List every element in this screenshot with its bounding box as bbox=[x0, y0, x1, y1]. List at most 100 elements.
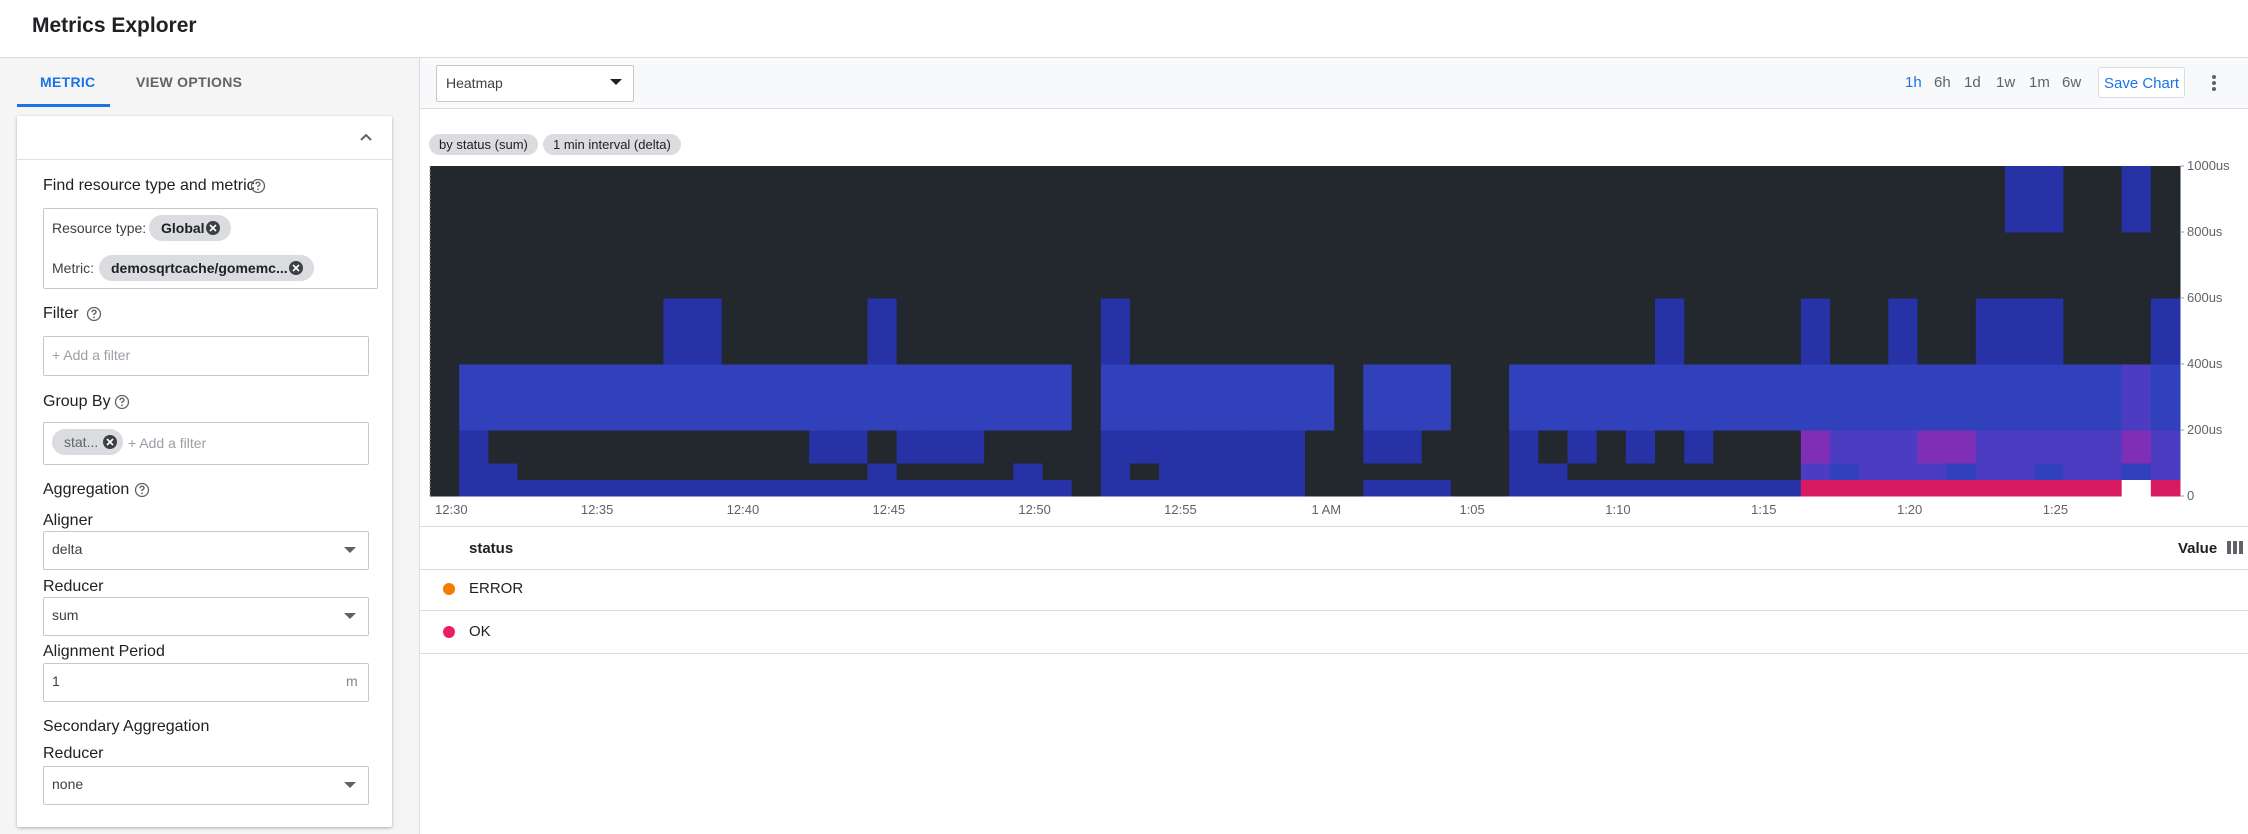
heatmap-cell bbox=[1859, 364, 1889, 431]
heatmap-cell bbox=[1421, 430, 1452, 464]
range-button[interactable]: 6w bbox=[2062, 74, 2082, 91]
heatmap-cell bbox=[1013, 298, 1043, 365]
heatmap-cell bbox=[1305, 364, 1335, 431]
heatmap-cell bbox=[1042, 364, 1073, 431]
heatmap-cell bbox=[1159, 232, 1189, 299]
heatmap-cell bbox=[1480, 298, 1510, 365]
chart-type-select[interactable] bbox=[436, 65, 634, 102]
legend-dot bbox=[443, 583, 455, 595]
heatmap-cell bbox=[605, 232, 635, 299]
heatmap-cell bbox=[1071, 364, 1102, 431]
more-menu[interactable] bbox=[2208, 72, 2220, 94]
tab[interactable]: METRIC bbox=[40, 74, 96, 90]
heatmap-cell bbox=[1421, 479, 1452, 497]
heatmap-cell bbox=[1217, 463, 1248, 480]
heatmap-cell bbox=[1450, 364, 1481, 431]
heatmap-cell bbox=[2150, 232, 2181, 299]
heatmap-cell bbox=[750, 298, 781, 365]
save-button[interactable]: Save Chart bbox=[2098, 67, 2185, 98]
heatmap-cell bbox=[838, 298, 868, 365]
range-button[interactable]: 1w bbox=[1996, 74, 2016, 91]
chip-remove[interactable] bbox=[102, 434, 118, 450]
range-button[interactable]: 6h bbox=[1934, 74, 1951, 91]
heatmap-cell bbox=[2092, 166, 2123, 233]
heatmap-cell bbox=[1392, 430, 1423, 464]
column-header: Value bbox=[2178, 540, 2218, 557]
heatmap-cell bbox=[809, 166, 839, 233]
aligner-select[interactable] bbox=[43, 531, 369, 570]
heatmap-cell bbox=[2034, 430, 2064, 464]
reducer-select[interactable] bbox=[43, 597, 369, 636]
heatmap-cell bbox=[1684, 479, 1714, 497]
help-icon[interactable] bbox=[250, 178, 266, 194]
heatmap-cell bbox=[1042, 479, 1073, 497]
collapse-icon[interactable] bbox=[358, 131, 374, 143]
heatmap-cell bbox=[2063, 364, 2093, 431]
help-icon[interactable] bbox=[86, 306, 102, 322]
range-button[interactable]: 1h bbox=[1905, 74, 1922, 91]
heatmap-cell bbox=[1567, 430, 1598, 464]
heatmap-cell bbox=[1800, 166, 1831, 233]
heatmap-cell bbox=[1042, 298, 1073, 365]
heatmap-cell bbox=[488, 298, 518, 365]
heatmap-cell bbox=[838, 479, 868, 497]
heatmap-cell bbox=[575, 166, 606, 233]
heatmap-cell bbox=[575, 463, 606, 480]
heatmap-cell bbox=[1246, 364, 1277, 431]
heatmap-cell bbox=[1159, 430, 1189, 464]
label: Metric: bbox=[52, 260, 94, 276]
help-icon[interactable] bbox=[134, 482, 150, 498]
chip[interactable]: Global bbox=[149, 215, 231, 241]
heatmap-cell bbox=[2092, 232, 2123, 299]
heatmap-cell bbox=[430, 463, 460, 480]
heatmap-cell bbox=[955, 479, 985, 497]
secondary-reducer-select[interactable] bbox=[43, 766, 369, 805]
heatmap-cell bbox=[517, 232, 548, 299]
tab[interactable]: VIEW OPTIONS bbox=[136, 74, 243, 90]
heatmap-cell bbox=[1334, 166, 1364, 233]
heatmap-cell bbox=[1684, 232, 1714, 299]
columns-icon[interactable] bbox=[2226, 540, 2244, 555]
heatmap-cell bbox=[517, 430, 548, 464]
heatmap-cell bbox=[1013, 232, 1043, 299]
heatmap-cell bbox=[838, 430, 868, 464]
heatmap-cell bbox=[1625, 298, 1656, 365]
heatmap-cell bbox=[692, 479, 723, 497]
chip-remove[interactable] bbox=[205, 220, 221, 236]
heatmap-cell bbox=[1450, 463, 1481, 480]
heatmap-cell bbox=[1800, 298, 1831, 365]
x-tick-label: 1:25 bbox=[2043, 502, 2068, 517]
chip[interactable]: demosqrtcache/gomemc... bbox=[99, 255, 314, 281]
range-button[interactable]: 1m bbox=[2029, 74, 2050, 91]
heatmap-cell bbox=[1217, 430, 1248, 464]
heatmap-cell bbox=[1713, 298, 1743, 365]
heatmap-cell bbox=[867, 166, 898, 233]
heatmap-cell bbox=[1771, 166, 1802, 233]
heatmap-cell bbox=[430, 232, 460, 299]
heatmap-cell bbox=[1946, 430, 1977, 464]
heatmap-cell bbox=[955, 430, 985, 464]
heatmap-cell bbox=[1509, 463, 1539, 480]
heatmap-cell bbox=[1946, 364, 1977, 431]
legend-dot bbox=[443, 626, 455, 638]
chip-remove[interactable] bbox=[288, 260, 304, 276]
divider bbox=[420, 569, 2248, 570]
heatmap-cell bbox=[1917, 232, 1948, 299]
heatmap-cell bbox=[1742, 232, 1773, 299]
alignment-input[interactable] bbox=[43, 663, 369, 702]
heatmap-cell bbox=[692, 430, 723, 464]
heatmap-cell bbox=[488, 232, 518, 299]
heatmap-cell bbox=[955, 298, 985, 365]
heatmap-cell bbox=[1655, 364, 1685, 431]
heatmap-cell bbox=[1392, 479, 1423, 497]
heatmap-cell bbox=[925, 463, 956, 480]
heatmap-cell bbox=[1830, 232, 1860, 299]
heatmap-cell bbox=[1159, 166, 1189, 233]
heatmap-cell bbox=[925, 166, 956, 233]
heatmap-cell bbox=[1217, 364, 1248, 431]
heatmap-cell bbox=[1421, 166, 1452, 233]
help-icon[interactable] bbox=[114, 394, 130, 410]
filter-input[interactable] bbox=[43, 336, 369, 376]
range-button[interactable]: 1d bbox=[1964, 74, 1981, 91]
heatmap-cell bbox=[750, 463, 781, 480]
